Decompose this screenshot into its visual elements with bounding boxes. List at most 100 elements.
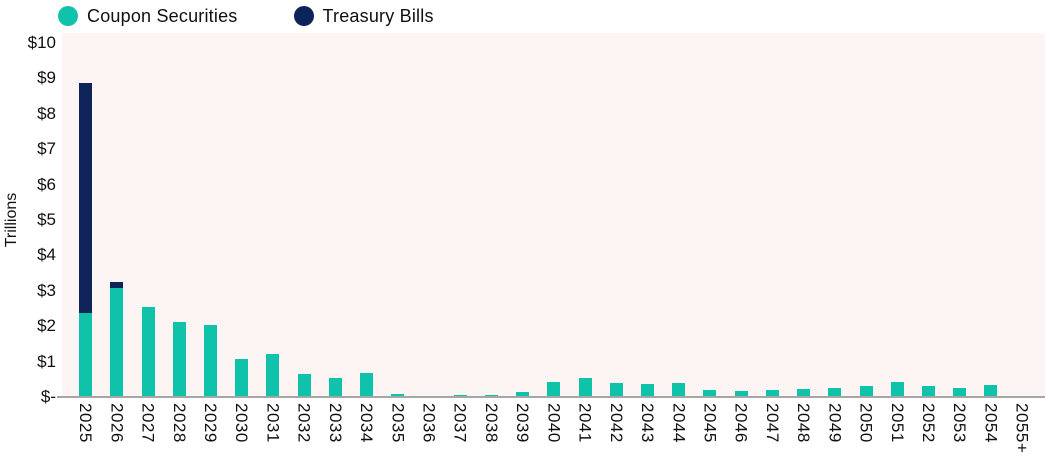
bar-coupon-securities xyxy=(953,388,967,396)
x-tick-label: 2053 xyxy=(950,403,970,443)
bar-column xyxy=(538,33,569,396)
legend-label: Coupon Securities xyxy=(87,5,238,26)
bar-coupon-securities xyxy=(641,384,655,396)
x-tick-label: 2045 xyxy=(700,403,720,443)
x-label-cell: 2054 xyxy=(975,403,1006,453)
bar-stack xyxy=(828,388,842,396)
y-tick-label: $2 xyxy=(37,316,56,336)
bar-column xyxy=(132,33,163,396)
bar-coupon-securities xyxy=(297,374,311,396)
bar-column xyxy=(570,33,601,396)
x-tick-label: 2026 xyxy=(107,403,127,443)
bar-stack xyxy=(797,389,811,396)
bar-coupon-securities xyxy=(672,383,686,396)
x-tick-label: 2031 xyxy=(263,403,283,443)
x-label-cell: 2039 xyxy=(507,403,538,453)
bar-stack xyxy=(266,354,280,396)
x-label-cell: 2053 xyxy=(944,403,975,453)
bar-column xyxy=(257,33,288,396)
x-tick-label: 2044 xyxy=(669,403,689,443)
bar-coupon-securities xyxy=(360,373,374,396)
y-tick-label: $6 xyxy=(37,174,56,194)
x-label-cell: 2029 xyxy=(195,403,226,453)
x-tick-label: 2052 xyxy=(919,403,939,443)
x-tick-label: 2036 xyxy=(419,403,439,443)
bar-coupon-securities xyxy=(172,322,186,396)
bar-column xyxy=(101,33,132,396)
y-axis-ticks: $10 $9 $8 $7 $6 $5 $4 $3 $2 $1 $- xyxy=(0,0,56,466)
bar-stack xyxy=(859,386,873,396)
y-tick-label: $10 xyxy=(27,33,56,52)
bar-column xyxy=(226,33,257,396)
bar-column xyxy=(882,33,913,396)
bar-column xyxy=(663,33,694,396)
x-label-cell: 2043 xyxy=(632,403,663,453)
bar-stack xyxy=(141,307,155,396)
x-label-cell: 2055+ xyxy=(1007,403,1038,453)
x-tick-label: 2049 xyxy=(825,403,845,443)
x-tick-label: 2033 xyxy=(325,403,345,443)
legend-dot-icon xyxy=(293,6,314,26)
y-tick-label: $- xyxy=(40,387,56,406)
bar-stack xyxy=(641,384,655,396)
bar-treasury-bills xyxy=(79,83,93,313)
bar-coupon-securities xyxy=(734,391,748,396)
bar-column xyxy=(913,33,944,396)
legend: Coupon Securities Treasury Bills xyxy=(58,2,434,30)
x-tick-label: 2041 xyxy=(575,403,595,443)
bar-column xyxy=(289,33,320,396)
x-tick-label: 2027 xyxy=(138,403,158,443)
bar-coupon-securities xyxy=(578,378,592,396)
bar-stack xyxy=(765,390,779,396)
x-label-cell: 2026 xyxy=(101,403,132,453)
x-label-cell: 2051 xyxy=(882,403,913,453)
x-tick-label: 2037 xyxy=(450,403,470,443)
bar-column xyxy=(445,33,476,396)
bar-coupon-securities xyxy=(984,385,998,396)
y-tick-label: $4 xyxy=(37,245,56,265)
x-tick-label: 2055+ xyxy=(1012,403,1032,454)
x-label-cell: 2034 xyxy=(351,403,382,453)
x-label-cell: 2028 xyxy=(164,403,195,453)
bar-column xyxy=(70,33,101,396)
bars xyxy=(70,33,1038,396)
x-tick-label: 2039 xyxy=(513,403,533,443)
bar-coupon-securities xyxy=(235,359,249,396)
x-tick-label: 2032 xyxy=(294,403,314,443)
bar-coupon-securities xyxy=(859,386,873,396)
legend-item-coupon-securities: Coupon Securities xyxy=(58,6,238,27)
bar-column xyxy=(850,33,881,396)
legend-item-treasury-bills: Treasury Bills xyxy=(293,6,434,27)
bar-coupon-securities xyxy=(547,382,561,396)
bar-coupon-securities xyxy=(328,378,342,396)
x-tick-label: 2034 xyxy=(357,403,377,443)
bar-column xyxy=(195,33,226,396)
bar-column xyxy=(351,33,382,396)
bar-stack xyxy=(609,383,623,396)
x-label-cell: 2033 xyxy=(320,403,351,453)
x-tick-label: 2030 xyxy=(232,403,252,443)
x-label-cell: 2044 xyxy=(663,403,694,453)
bar-stack xyxy=(391,394,405,396)
bar-stack xyxy=(734,391,748,396)
bar-coupon-securities xyxy=(141,307,155,396)
bar-coupon-securities xyxy=(453,395,467,396)
bar-stack xyxy=(953,388,967,396)
bar-column xyxy=(726,33,757,396)
bar-coupon-securities xyxy=(266,354,280,396)
bar-column xyxy=(757,33,788,396)
y-tick-label: $5 xyxy=(37,210,56,229)
bar-coupon-securities xyxy=(516,392,530,396)
x-label-cell: 2042 xyxy=(601,403,632,453)
x-label-cell: 2050 xyxy=(850,403,881,453)
x-tick-label: 2042 xyxy=(606,403,626,443)
bar-column xyxy=(788,33,819,396)
legend-dot-icon xyxy=(58,6,78,26)
bar-stack xyxy=(453,395,467,396)
bar-column xyxy=(975,33,1006,396)
bar-coupon-securities xyxy=(922,386,936,396)
x-label-cell: 2046 xyxy=(726,403,757,453)
bar-coupon-securities xyxy=(703,390,717,396)
x-tick-label: 2025 xyxy=(76,403,96,443)
x-tick-label: 2029 xyxy=(200,403,220,443)
